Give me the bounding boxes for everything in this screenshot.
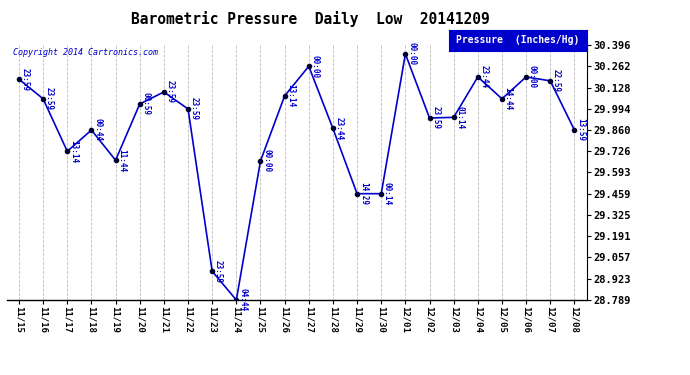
Text: 00:44: 00:44 <box>93 118 102 142</box>
Text: 00:59: 00:59 <box>141 93 150 116</box>
Text: 14:44: 14:44 <box>504 87 513 110</box>
Text: 04:44: 04:44 <box>238 288 247 312</box>
Text: 00:00: 00:00 <box>262 149 271 172</box>
Text: 00:00: 00:00 <box>407 42 416 66</box>
Text: 14:29: 14:29 <box>359 182 368 205</box>
Text: Pressure  (Inches/Hg): Pressure (Inches/Hg) <box>456 35 579 45</box>
Text: Copyright 2014 Cartronics.com: Copyright 2014 Cartronics.com <box>12 48 158 57</box>
Text: 11:44: 11:44 <box>117 148 126 172</box>
Text: 23:59: 23:59 <box>21 68 30 91</box>
Text: 23:59: 23:59 <box>166 80 175 104</box>
Text: 13:14: 13:14 <box>69 140 78 163</box>
Text: 23:59: 23:59 <box>214 260 223 283</box>
Text: 01:14: 01:14 <box>455 106 464 129</box>
Text: 23:44: 23:44 <box>480 65 489 88</box>
Text: 23:59: 23:59 <box>431 106 440 129</box>
Text: Barometric Pressure  Daily  Low  20141209: Barometric Pressure Daily Low 20141209 <box>131 11 490 27</box>
Text: 23:44: 23:44 <box>335 117 344 140</box>
Text: 23:59: 23:59 <box>190 98 199 120</box>
Text: 22:59: 22:59 <box>552 69 561 92</box>
Text: 00:00: 00:00 <box>528 65 537 88</box>
Text: 23:59: 23:59 <box>45 87 54 110</box>
Text: 13:14: 13:14 <box>286 84 295 108</box>
Text: 13:59: 13:59 <box>576 118 585 142</box>
Text: 00:00: 00:00 <box>310 55 319 78</box>
Text: 00:14: 00:14 <box>383 182 392 205</box>
